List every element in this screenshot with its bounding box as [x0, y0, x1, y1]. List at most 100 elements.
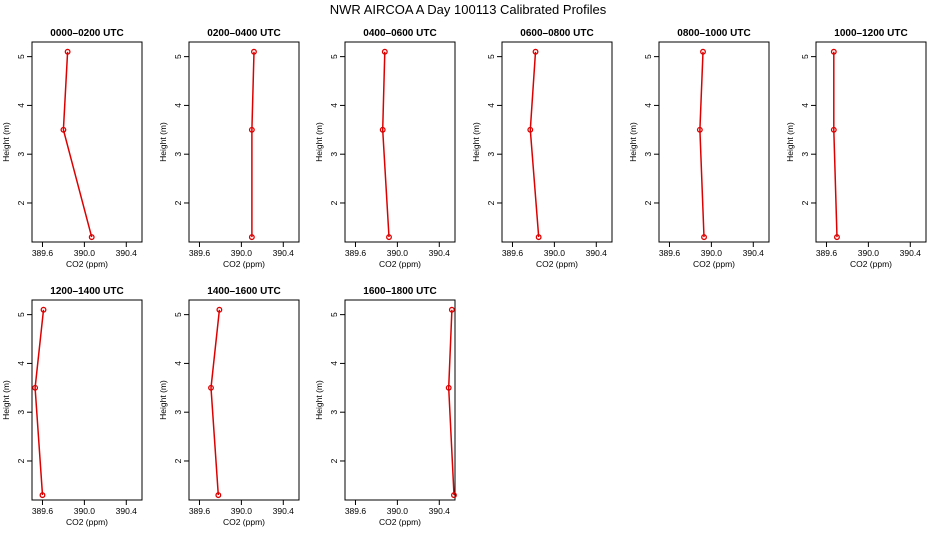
- y-tick-label: 2: [173, 200, 183, 205]
- data-point: [445, 384, 452, 391]
- x-tick-label: 390.0: [74, 248, 96, 258]
- y-axis-label: Height (m): [1, 122, 11, 162]
- plot-frame: [31, 41, 143, 243]
- data-point: [381, 48, 388, 55]
- x-tick-label: 389.6: [189, 506, 211, 516]
- y-tick-label: 2: [800, 200, 810, 205]
- data-point: [830, 48, 837, 55]
- profile-line: [699, 51, 705, 238]
- x-tick-label: 390.4: [273, 506, 295, 516]
- y-tick-label: 3: [329, 152, 339, 157]
- x-tick-label: 390.4: [429, 248, 451, 258]
- y-tick-label: 4: [800, 103, 810, 108]
- x-tick-label: 390.4: [586, 248, 608, 258]
- profile-line: [529, 51, 540, 238]
- panel-title: 0200–0400 UTC: [207, 28, 280, 39]
- y-tick-label: 2: [486, 200, 496, 205]
- y-tick-label: 3: [800, 152, 810, 157]
- y-tick-label: 4: [16, 103, 26, 108]
- y-tick-label: 3: [329, 410, 339, 415]
- y-tick-label: 4: [329, 361, 339, 366]
- data-point: [386, 234, 392, 241]
- data-point: [32, 384, 39, 391]
- x-tick-label: 390.4: [116, 506, 138, 516]
- profile-panel: 1000–1200 UTC 389.6 390.0 390.4 2 3 4 5 CO2 (ppm…: [785, 28, 927, 269]
- profile-line: [251, 51, 255, 238]
- profile-panel: 0000–0200 UTC 389.6 390.0 390.4 2 3 4 5 CO2 (ppm…: [1, 28, 143, 269]
- y-tick-label: 4: [486, 103, 496, 108]
- profile-line: [381, 51, 390, 238]
- data-point: [701, 234, 707, 241]
- y-tick-label: 5: [329, 54, 339, 59]
- x-tick-label: 389.6: [189, 248, 211, 258]
- x-tick-label: 390.0: [858, 248, 880, 258]
- data-point: [527, 126, 534, 133]
- data-point: [696, 126, 703, 133]
- profile-line: [34, 309, 45, 496]
- data-point: [834, 234, 840, 241]
- page-title: NWR AIRCOA A Day 100113 Calibrated Profi…: [329, 2, 607, 17]
- plot-frame: [188, 41, 300, 243]
- data-point: [248, 234, 255, 241]
- profile-panel: 1600–1800 UTC 389.6 390.0 390.4 2 3 4 5 CO2 (ppm…: [314, 286, 457, 527]
- profile-panel: 1400–1600 UTC 389.6 390.0 390.4 2 3 4 5 CO2 (ppm…: [158, 286, 300, 527]
- data-point: [208, 384, 214, 391]
- y-tick-label: 5: [800, 54, 810, 59]
- profile-line: [210, 309, 221, 496]
- x-tick-label: 390.0: [231, 248, 253, 258]
- y-axis-label: Height (m): [158, 122, 168, 162]
- y-tick-label: 2: [329, 200, 339, 205]
- plot-frame: [344, 299, 456, 501]
- y-tick-label: 3: [643, 152, 653, 157]
- y-tick-label: 4: [173, 103, 183, 108]
- data-point: [830, 126, 837, 133]
- x-axis-label: CO2 (ppm): [223, 517, 265, 527]
- y-tick-label: 2: [329, 458, 339, 463]
- plot-frame: [501, 41, 613, 243]
- panel-title: 0600–0800 UTC: [520, 28, 593, 39]
- y-tick-label: 4: [173, 361, 183, 366]
- panel-title: 1600–1800 UTC: [363, 286, 436, 297]
- y-tick-label: 2: [16, 200, 26, 205]
- x-tick-label: 390.0: [387, 248, 409, 258]
- plot-frame: [658, 41, 770, 243]
- y-tick-label: 3: [16, 152, 26, 157]
- profile-panel: 0200–0400 UTC 389.6 390.0 390.4 2 3 4 5 CO2 (ppm…: [158, 28, 300, 269]
- profile-line: [833, 51, 838, 238]
- data-point: [215, 492, 222, 499]
- data-point: [40, 306, 47, 313]
- panel-title: 1400–1600 UTC: [207, 286, 280, 297]
- profile-line: [62, 51, 93, 238]
- x-tick-label: 390.0: [231, 506, 253, 516]
- data-point: [248, 126, 255, 133]
- plot-frame: [188, 299, 300, 501]
- x-axis-label: CO2 (ppm): [693, 259, 735, 269]
- y-axis-label: Height (m): [314, 380, 324, 420]
- plot-frame: [815, 41, 927, 243]
- y-tick-label: 3: [486, 152, 496, 157]
- y-tick-label: 2: [173, 458, 183, 463]
- y-tick-label: 3: [16, 410, 26, 415]
- data-point: [532, 48, 539, 55]
- y-tick-label: 3: [173, 152, 183, 157]
- x-tick-label: 389.6: [345, 506, 367, 516]
- y-tick-label: 5: [329, 312, 339, 317]
- x-tick-label: 390.0: [701, 248, 723, 258]
- y-tick-label: 5: [16, 54, 26, 59]
- x-axis-label: CO2 (ppm): [850, 259, 892, 269]
- x-tick-label: 390.0: [74, 506, 96, 516]
- x-tick-label: 389.6: [502, 248, 524, 258]
- y-axis-label: Height (m): [785, 122, 795, 162]
- data-point: [451, 492, 457, 499]
- panel-title: 1000–1200 UTC: [834, 28, 907, 39]
- data-point: [60, 126, 67, 133]
- x-axis-label: CO2 (ppm): [223, 259, 265, 269]
- data-point: [39, 492, 46, 499]
- plot-frame: [344, 41, 456, 243]
- profile-panel: 0800–1000 UTC 389.6 390.0 390.4 2 3 4 5 CO2 (ppm…: [628, 28, 770, 269]
- data-point: [251, 48, 257, 55]
- x-tick-label: 390.4: [273, 248, 295, 258]
- x-axis-label: CO2 (ppm): [379, 259, 421, 269]
- x-tick-label: 390.0: [544, 248, 566, 258]
- x-axis-label: CO2 (ppm): [379, 517, 421, 527]
